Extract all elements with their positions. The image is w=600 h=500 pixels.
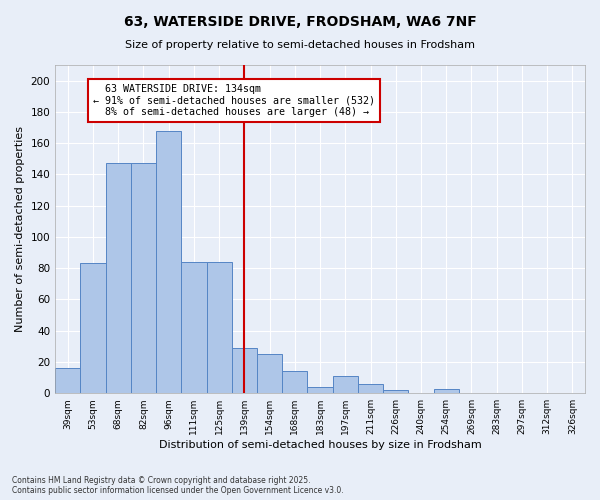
Bar [358,384,383,393]
Bar [257,354,282,393]
Bar [383,390,409,393]
Text: Contains HM Land Registry data © Crown copyright and database right 2025.
Contai: Contains HM Land Registry data © Crown c… [12,476,344,495]
Bar [181,262,206,393]
Text: Size of property relative to semi-detached houses in Frodsham: Size of property relative to semi-detach… [125,40,475,50]
Bar [55,368,80,393]
Bar [282,372,307,393]
Bar [156,130,181,393]
Bar [332,376,358,393]
Bar [131,164,156,393]
Bar [80,264,106,393]
Bar [232,348,257,393]
Bar [206,262,232,393]
Bar [106,164,131,393]
Bar [307,387,332,393]
Text: 63, WATERSIDE DRIVE, FRODSHAM, WA6 7NF: 63, WATERSIDE DRIVE, FRODSHAM, WA6 7NF [124,15,476,29]
Text: 63 WATERSIDE DRIVE: 134sqm
← 91% of semi-detached houses are smaller (532)
  8% : 63 WATERSIDE DRIVE: 134sqm ← 91% of semi… [93,84,375,117]
Bar [434,388,459,393]
Y-axis label: Number of semi-detached properties: Number of semi-detached properties [15,126,25,332]
X-axis label: Distribution of semi-detached houses by size in Frodsham: Distribution of semi-detached houses by … [159,440,481,450]
